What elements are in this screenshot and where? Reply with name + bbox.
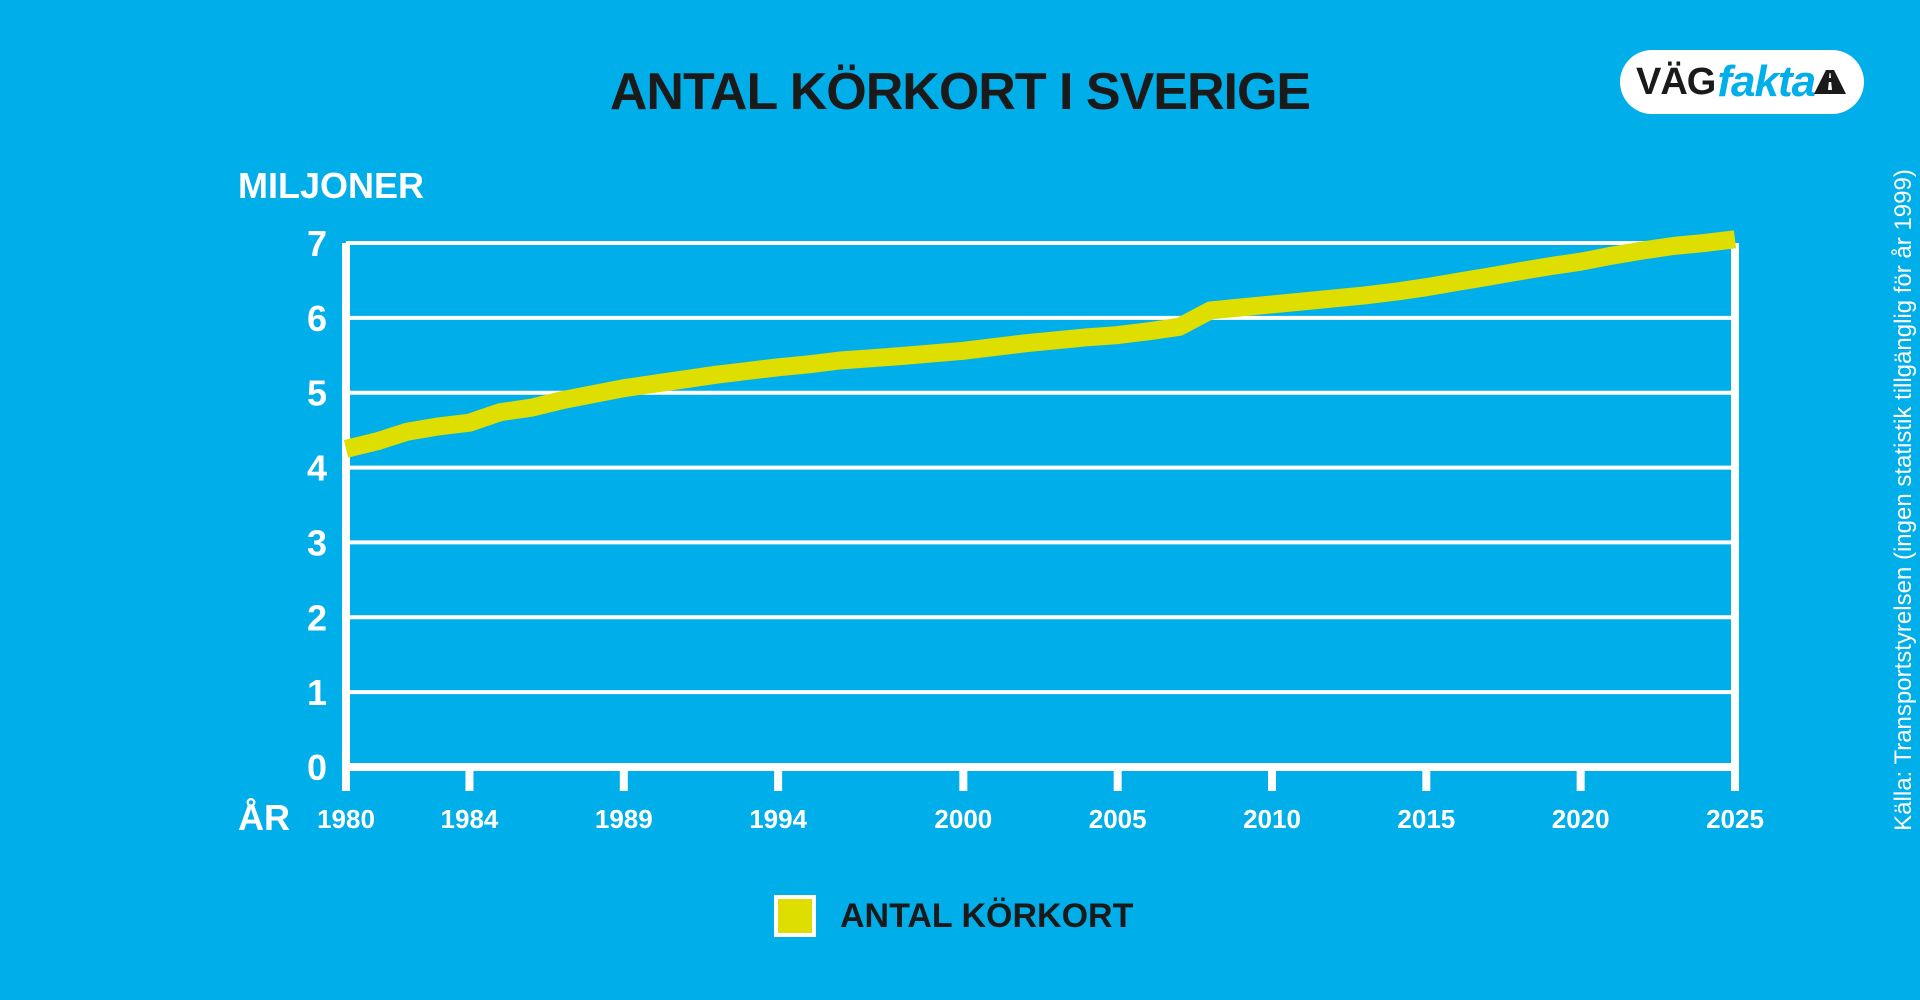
logo-text-vag: VÄG — [1636, 60, 1716, 103]
chart-title: ANTAL KÖRKORT I SVERIGE — [609, 63, 1311, 121]
road-icon — [1814, 70, 1846, 94]
y-tick-label: 6 — [307, 298, 327, 339]
x-axis-label: ÅR — [238, 797, 290, 838]
series-line-antal-korkort — [343, 230, 1737, 458]
y-tick-label: 7 — [307, 223, 327, 264]
x-tick-label: 2000 — [934, 804, 992, 834]
series-layer — [343, 230, 1737, 458]
grid — [346, 241, 1735, 769]
legend-label: ANTAL KÖRKORT — [840, 896, 1134, 935]
y-tick-label: 1 — [307, 672, 327, 713]
x-tick-label: 2015 — [1397, 804, 1455, 834]
legend: ANTAL KÖRKORT — [774, 895, 1133, 937]
x-tick-label: 1984 — [441, 804, 499, 834]
y-tick-label: 2 — [307, 597, 327, 638]
y-tick-label: 4 — [307, 448, 327, 489]
x-tick-label: 2020 — [1552, 804, 1610, 834]
y-tick-label: 3 — [307, 522, 327, 563]
y-tick-label: 0 — [307, 747, 327, 788]
logo-text-fakta: fakta — [1717, 57, 1816, 106]
x-tick-label: 1989 — [595, 804, 653, 834]
x-tick-label: 2010 — [1243, 804, 1301, 834]
vagfakta-logo: VÄG fakta — [1620, 50, 1864, 114]
source-note: Källa: Transportstyrelsen (ingen statist… — [1890, 169, 1917, 831]
y-tick-label: 5 — [307, 373, 327, 414]
y-axis-label: MILJONER — [238, 165, 424, 206]
x-tick-label: 2025 — [1706, 804, 1764, 834]
axes: 0 1 2 3 4 5 6 7 1980 1984 1989 1994 2000 2005 2010 2015… — [307, 223, 1764, 834]
x-tick-label: 1994 — [749, 804, 807, 834]
x-tick-label: 2005 — [1089, 804, 1147, 834]
legend-swatch — [774, 895, 816, 937]
x-tick-label: 1980 — [317, 804, 375, 834]
